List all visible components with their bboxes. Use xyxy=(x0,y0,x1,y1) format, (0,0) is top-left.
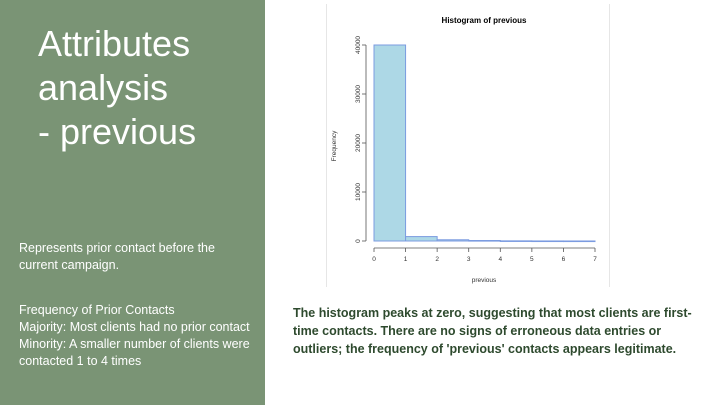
x-tick-label: 3 xyxy=(467,256,471,263)
y-axis: 0 10000 20000 30000 40000 xyxy=(355,36,367,243)
bars xyxy=(373,44,596,243)
frequency-heading: Frequency of Prior Contacts xyxy=(19,303,175,317)
x-tick-label: 2 xyxy=(435,256,439,263)
summary-text: The histogram peaks at zero, suggesting … xyxy=(293,306,692,356)
left-panel: Attributes analysis - previous Represent… xyxy=(0,0,265,405)
histogram-bar xyxy=(468,240,501,242)
x-tick-label: 5 xyxy=(530,256,534,263)
slide-title: Attributes analysis - previous xyxy=(38,23,197,152)
y-tick-label: 10000 xyxy=(355,183,362,201)
y-tick-label: 20000 xyxy=(355,134,362,152)
attribute-description: Represents prior contact before the curr… xyxy=(19,241,215,272)
y-tick-label: 40000 xyxy=(355,36,362,54)
histogram-bar xyxy=(499,240,533,242)
x-axis-label: previous xyxy=(472,277,497,284)
minority-text: Minority: A smaller number of clients we… xyxy=(19,337,250,368)
histogram-bar xyxy=(531,240,564,243)
x-tick-label: 7 xyxy=(593,256,597,263)
histogram-bar xyxy=(562,240,596,243)
majority-text: Majority: Most clients had no prior cont… xyxy=(19,320,250,334)
x-tick-label: 1 xyxy=(404,256,408,263)
histogram-svg: Histogram of previous Frequency previous… xyxy=(331,16,597,284)
x-tick-label: 6 xyxy=(562,256,566,263)
y-axis-label: Frequency xyxy=(331,130,338,161)
histogram-bar xyxy=(436,239,470,242)
histogram-bar xyxy=(405,236,438,242)
histogram-chart: Histogram of previous Frequency previous… xyxy=(326,4,610,287)
y-tick-label: 0 xyxy=(355,239,362,243)
x-tick-label: 4 xyxy=(498,256,502,263)
x-axis: 0 1 2 3 4 5 6 7 xyxy=(372,247,597,263)
chart-title: Histogram of previous xyxy=(442,16,527,25)
x-tick-label: 0 xyxy=(372,256,376,263)
y-tick-label: 30000 xyxy=(355,85,362,103)
frequency-section: Frequency of Prior Contacts Majority: Mo… xyxy=(19,302,259,370)
histogram-bar xyxy=(373,44,407,242)
